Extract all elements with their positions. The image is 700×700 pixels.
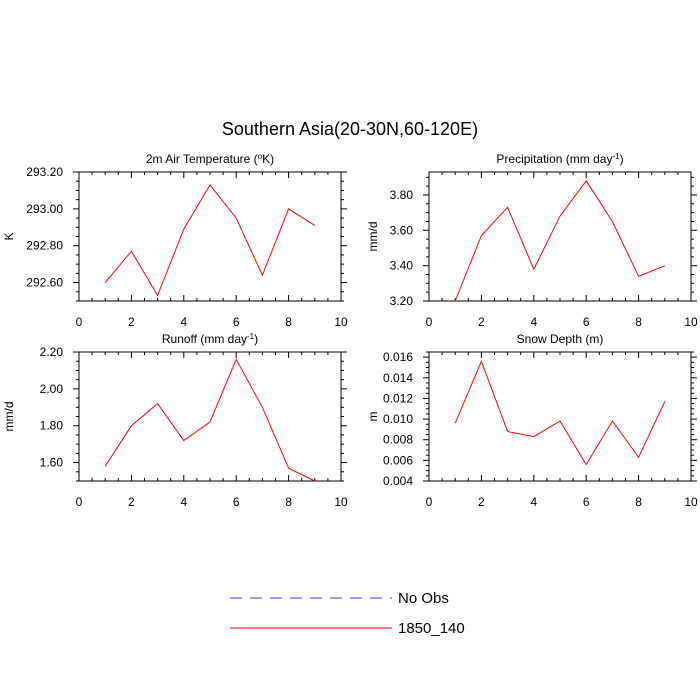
series-line-1850_140	[454, 359, 666, 466]
panel-1: 0 2 4 6 8 10 292.60 292.80 293.00 293.20 K 2m Air T…	[2, 152, 348, 330]
x-tick-label: 10	[334, 315, 348, 329]
y-axis-label: K	[2, 232, 16, 240]
x-tick-label: 2	[128, 315, 135, 329]
y-tick-label: 1.60	[40, 456, 64, 470]
panel-title: Precipitation (mm day-1)	[496, 152, 623, 167]
series-line-1850_140	[104, 184, 316, 297]
x-tick-label: 4	[180, 315, 187, 329]
x-tick-label: 10	[334, 495, 348, 509]
x-tick-label: 0	[76, 315, 83, 329]
y-tick-label: 0.010	[383, 412, 413, 426]
legend: No Obs 1850_140	[230, 590, 465, 637]
x-tick-label: 4	[530, 495, 537, 509]
y-tick-label: 0.016	[383, 350, 413, 364]
panel-title: Runoff (mm day-1)	[162, 332, 258, 347]
panel-3: 0 2 4 6 8 10 1.60 1.80 2.00 2.20 mm/d Runoff (mm da…	[2, 332, 348, 510]
x-tick-label: 8	[285, 315, 292, 329]
legend-label-1: No Obs	[398, 590, 449, 607]
series-line-1850_140	[104, 358, 316, 482]
y-tick-label: 0.006	[383, 453, 413, 467]
legend-label-2: 1850_140	[398, 620, 465, 637]
y-tick-label: 293.20	[26, 165, 63, 179]
y-tick-label: 292.80	[26, 239, 63, 253]
x-tick-label: 4	[180, 495, 187, 509]
y-tick-label: 292.60	[26, 276, 63, 290]
x-tick-label: 2	[478, 315, 485, 329]
x-tick-label: 6	[583, 495, 590, 509]
y-tick-label: 0.008	[383, 433, 413, 447]
plot-frame	[428, 171, 692, 302]
y-tick-label: 2.00	[40, 382, 64, 396]
x-tick-label: 8	[635, 315, 642, 329]
y-axis-label: m	[366, 412, 380, 422]
x-tick-label: 2	[128, 495, 135, 509]
series-line-1850_140	[454, 179, 665, 302]
y-tick-label: 3.80	[390, 188, 414, 202]
x-tick-label: 4	[530, 315, 537, 329]
x-tick-label: 6	[233, 315, 240, 329]
y-tick-label: 0.004	[383, 474, 413, 488]
x-tick-label: 0	[76, 495, 83, 509]
y-axis-label: mm/d	[366, 222, 380, 252]
plot-frame	[78, 351, 342, 482]
plot-frame	[78, 171, 342, 302]
panel-2: 0 2 4 6 8 10 3.20 3.40 3.60 3.80 mm/d Precipitation…	[366, 152, 698, 330]
x-tick-label: 2	[478, 495, 485, 509]
x-tick-label: 0	[426, 495, 433, 509]
y-tick-label: 3.40	[390, 259, 414, 273]
y-axis-label: mm/d	[2, 402, 16, 432]
panel-title: Snow Depth (m)	[517, 332, 604, 346]
y-tick-label: 0.014	[383, 371, 413, 385]
y-tick-label: 3.20	[390, 294, 414, 308]
chart-panels: 0 2 4 6 8 10 292.60 292.80 293.00 293.20 K 2m Air T…	[2, 152, 698, 510]
plot-frame	[428, 351, 692, 482]
y-tick-label: 0.012	[383, 391, 413, 405]
x-tick-label: 6	[233, 495, 240, 509]
x-tick-label: 8	[285, 495, 292, 509]
x-tick-label: 10	[684, 315, 698, 329]
y-tick-label: 2.20	[40, 345, 64, 359]
x-tick-label: 6	[583, 315, 590, 329]
y-tick-label: 293.00	[26, 202, 63, 216]
x-tick-label: 0	[426, 315, 433, 329]
x-tick-label: 10	[684, 495, 698, 509]
x-tick-label: 8	[635, 495, 642, 509]
panel-4: 0 2 4 6 8 10 0.004 0.006 0.008 0.010 0.012 0.014 0.0…	[366, 332, 698, 509]
y-tick-label: 3.60	[390, 223, 414, 237]
figure-title: Southern Asia(20-30N,60-120E)	[222, 119, 478, 139]
y-tick-label: 1.80	[40, 419, 64, 433]
panel-title: 2m Air Temperature (oK)	[146, 152, 274, 167]
